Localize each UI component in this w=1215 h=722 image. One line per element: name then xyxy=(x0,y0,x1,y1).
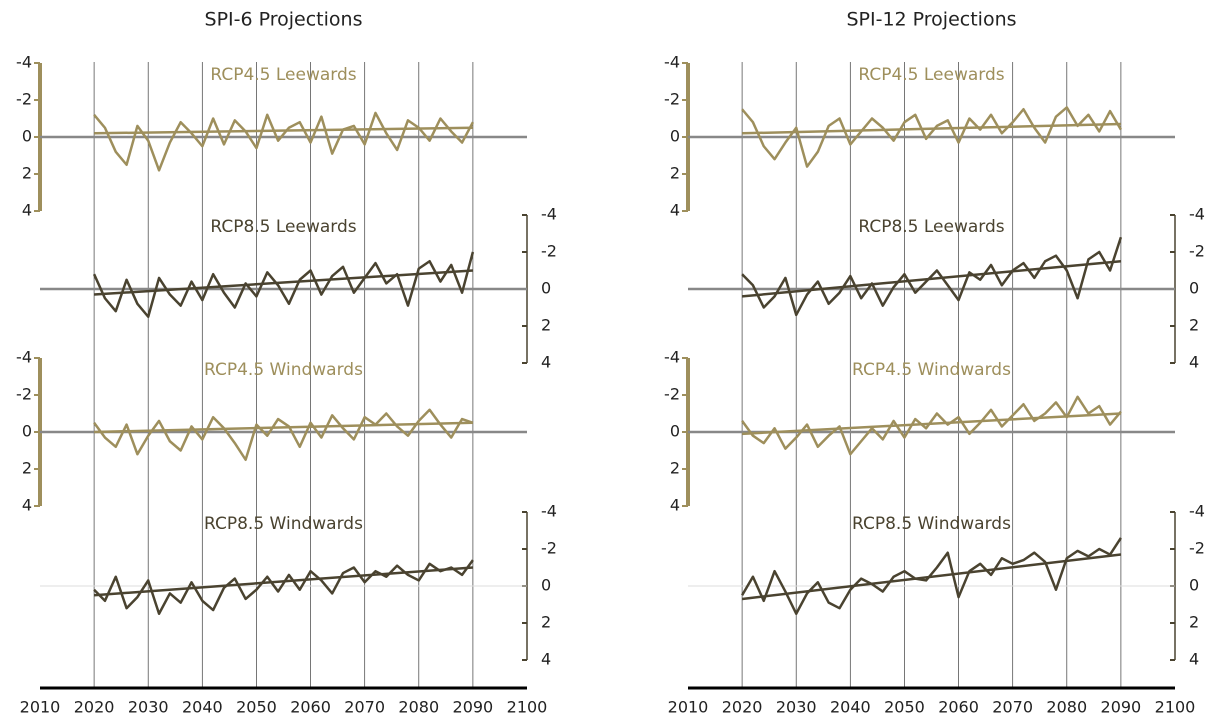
x-tick-label: 2080 xyxy=(1046,698,1087,717)
y-tick-label: 2 xyxy=(22,164,32,183)
y-tick-label: 4 xyxy=(670,201,680,220)
panel-label: RCP8.5 Leewards xyxy=(858,217,1004,237)
y-tick-label: -2 xyxy=(16,90,32,109)
y-tick-label: 2 xyxy=(1189,613,1199,632)
trend-line xyxy=(741,260,1122,298)
panel-label: RCP8.5 Leewards xyxy=(210,217,356,237)
chart-title: SPI-12 Projections xyxy=(846,9,1016,31)
y-tick-label: 0 xyxy=(22,127,32,146)
y-tick-label: 2 xyxy=(541,613,551,632)
y-tick-label: 0 xyxy=(670,127,680,146)
y-tick-label: -2 xyxy=(541,539,557,558)
series-line xyxy=(92,251,475,318)
trend-line xyxy=(94,566,473,597)
y-tick-label: -4 xyxy=(16,53,32,72)
y-tick-label: 2 xyxy=(670,459,680,478)
x-tick-label: 2100 xyxy=(1155,698,1196,717)
trend-line xyxy=(94,126,473,135)
chart-title: SPI-6 Projections xyxy=(205,9,363,31)
x-tick-label: 2030 xyxy=(776,698,817,717)
trend-line xyxy=(742,412,1121,436)
x-tick-label: 2010 xyxy=(20,698,61,717)
x-tick-label: 2090 xyxy=(453,698,494,717)
series-line xyxy=(93,111,474,172)
series-line xyxy=(93,408,474,461)
x-tick-label: 2030 xyxy=(128,698,169,717)
y-tick-label: -4 xyxy=(541,205,557,224)
y-tick-label: -2 xyxy=(1189,539,1205,558)
y-tick-label: -2 xyxy=(1189,242,1205,261)
y-tick-label: 0 xyxy=(1189,279,1199,298)
trend-line xyxy=(741,553,1122,601)
panel-label: RCP4.5 Windwards xyxy=(204,360,363,380)
y-tick-label: 2 xyxy=(670,164,680,183)
y-tick-label: -2 xyxy=(541,242,557,261)
trend-line xyxy=(742,122,1121,135)
panel-label: RCP4.5 Leewards xyxy=(858,65,1004,85)
y-tick-label: 4 xyxy=(541,650,551,669)
x-tick-label: 2080 xyxy=(398,698,439,717)
y-tick-label: -2 xyxy=(16,385,32,404)
series-line xyxy=(741,537,1122,615)
y-tick-label: 0 xyxy=(541,279,551,298)
trend-line xyxy=(94,421,473,434)
y-tick-label: 4 xyxy=(541,353,551,372)
panel-label: RCP8.5 Windwards xyxy=(204,514,363,534)
y-tick-label: 2 xyxy=(541,316,551,335)
x-tick-label: 2070 xyxy=(992,698,1033,717)
y-tick-label: -4 xyxy=(1189,205,1205,224)
y-tick-label: 4 xyxy=(22,496,32,515)
panel-label: RCP8.5 Windwards xyxy=(852,514,1011,534)
y-tick-label: 0 xyxy=(1189,576,1199,595)
y-tick-label: 4 xyxy=(1189,650,1199,669)
y-tick-label: 0 xyxy=(22,422,32,441)
x-tick-label: 2040 xyxy=(830,698,871,717)
y-tick-label: -4 xyxy=(1189,502,1205,521)
x-tick-label: 2040 xyxy=(182,698,223,717)
y-tick-label: 2 xyxy=(22,459,32,478)
y-tick-label: 0 xyxy=(541,576,551,595)
y-tick-label: -2 xyxy=(664,90,680,109)
y-tick-label: 4 xyxy=(1189,353,1199,372)
series-line xyxy=(741,395,1122,456)
x-tick-label: 2060 xyxy=(290,698,331,717)
x-tick-label: 2050 xyxy=(236,698,277,717)
series-line xyxy=(93,559,474,615)
x-tick-label: 2090 xyxy=(1101,698,1142,717)
trend-line xyxy=(94,269,473,296)
y-tick-label: -4 xyxy=(16,348,32,367)
x-tick-label: 2020 xyxy=(722,698,763,717)
y-tick-label: -4 xyxy=(664,53,680,72)
y-tick-label: 2 xyxy=(1189,316,1199,335)
y-tick-label: 4 xyxy=(22,201,32,220)
x-tick-label: 2020 xyxy=(74,698,115,717)
y-tick-label: -4 xyxy=(541,502,557,521)
x-tick-label: 2050 xyxy=(884,698,925,717)
panel-label: RCP4.5 Windwards xyxy=(852,360,1011,380)
y-tick-label: -4 xyxy=(664,348,680,367)
y-tick-label: -2 xyxy=(664,385,680,404)
x-tick-label: 2010 xyxy=(668,698,709,717)
x-tick-label: 2070 xyxy=(344,698,385,717)
y-tick-label: 4 xyxy=(670,496,680,515)
series-line xyxy=(741,106,1122,168)
x-tick-label: 2100 xyxy=(507,698,548,717)
y-tick-label: 0 xyxy=(670,422,680,441)
series-line xyxy=(741,236,1123,317)
x-tick-label: 2060 xyxy=(938,698,979,717)
panel-label: RCP4.5 Leewards xyxy=(210,65,356,85)
